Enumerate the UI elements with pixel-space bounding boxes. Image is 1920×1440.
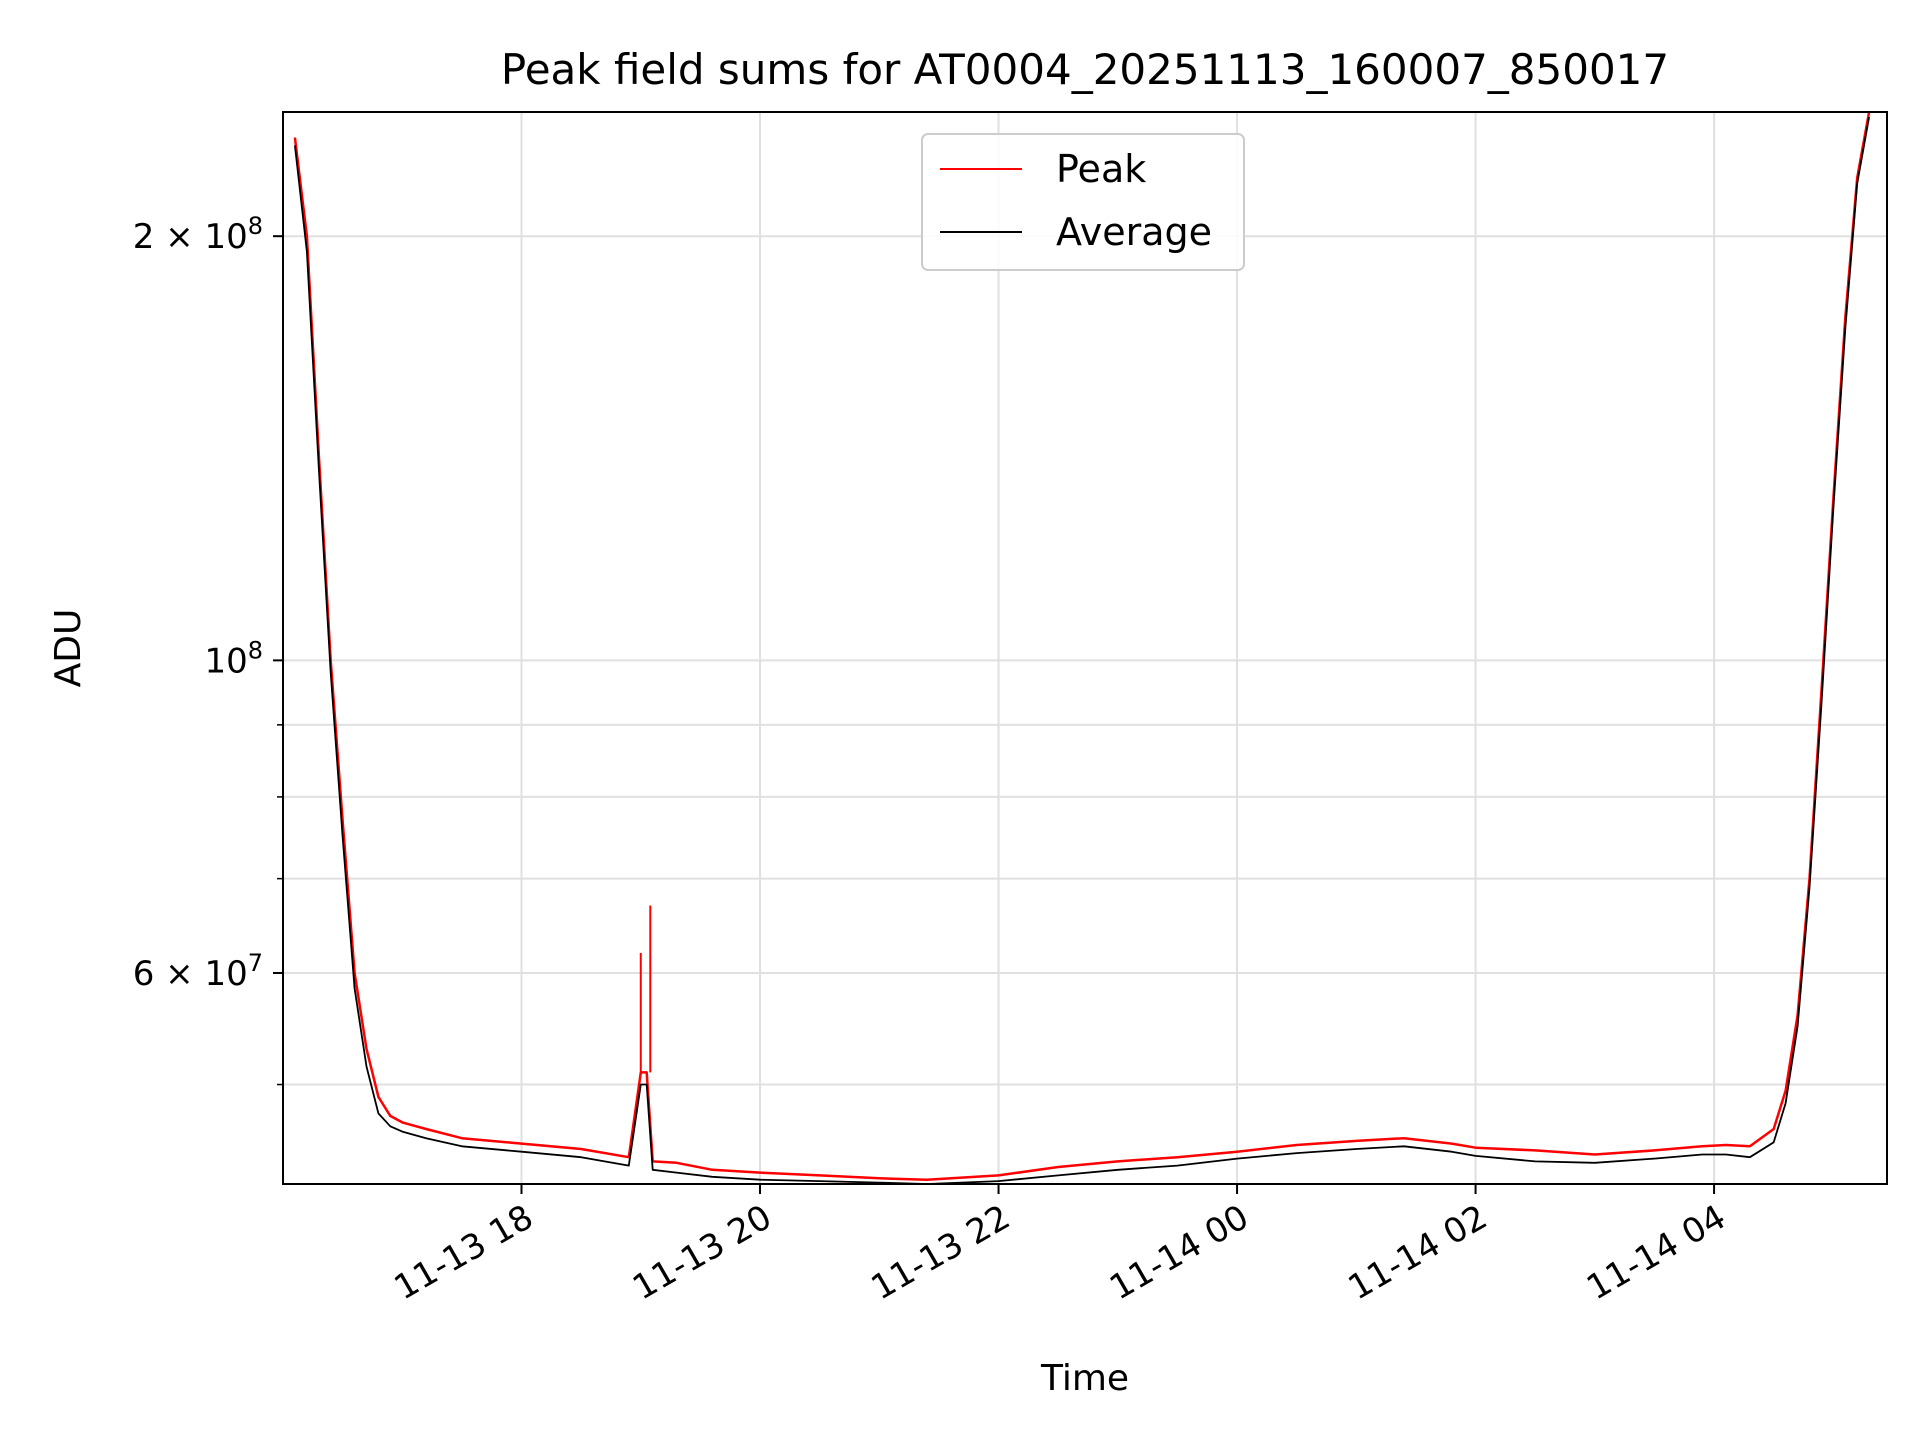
chart-title: Peak field sums for AT0004_20251113_1600… <box>501 45 1669 94</box>
y-tick-label: 108 <box>204 636 263 681</box>
series-line-average <box>294 116 1870 1185</box>
plot-frame <box>282 111 1888 1185</box>
y-tick-label: 2 × 108 <box>133 212 263 257</box>
y-axis-label: ADU <box>48 609 89 688</box>
legend-label-peak: Peak <box>1056 147 1146 191</box>
legend: Peak Average <box>921 133 1245 271</box>
series-lines <box>293 111 1871 1185</box>
series-line-peak <box>293 111 1871 1181</box>
y-axis-ticks: 2 × 108 108 6 × 107 <box>133 212 283 1086</box>
y-tick-label: 6 × 107 <box>133 949 263 994</box>
legend-label-average: Average <box>1056 210 1212 254</box>
x-axis-label: Time <box>1040 1358 1129 1399</box>
grid <box>283 112 1887 1184</box>
